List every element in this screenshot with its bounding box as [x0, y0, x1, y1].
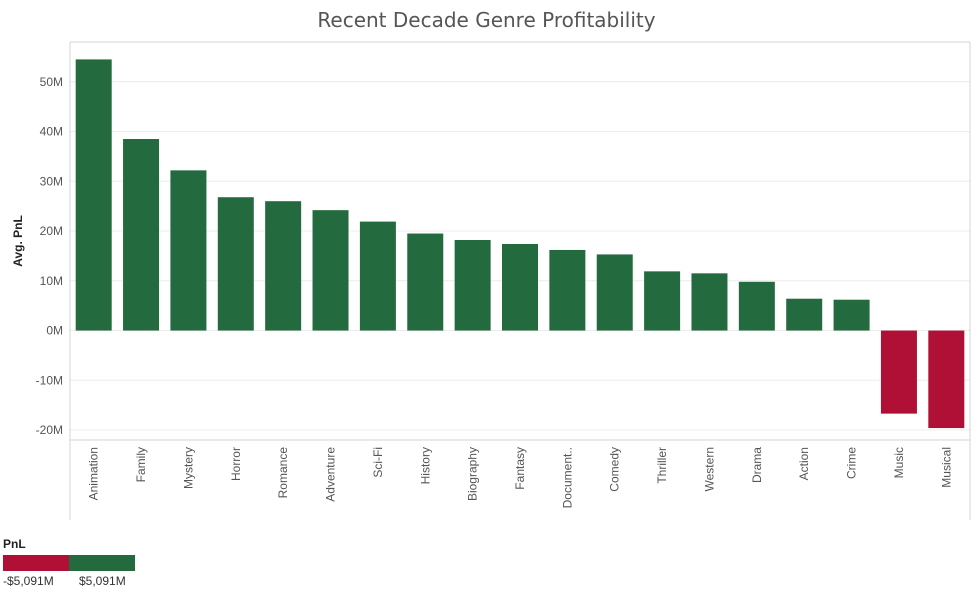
y-tick-label: 50M: [40, 75, 63, 89]
bar-chart: -20M -10M 0M 10M 20M 30M 40M 50M Avg. PnL Animati…: [11, 41, 971, 520]
y-tick-label: 10M: [40, 274, 63, 288]
x-tick-label: Comedy: [608, 447, 622, 492]
x-tick-label: Musical: [939, 447, 953, 488]
x-tick-label: Romance: [276, 447, 290, 499]
bar-crime: [833, 299, 870, 331]
bar-music: [880, 330, 917, 414]
legend-min-label: -$5,091M: [3, 574, 54, 588]
bar-biography: [454, 240, 491, 331]
x-tick-label: Animation: [87, 447, 101, 500]
y-tick-label: 0M: [46, 324, 63, 338]
bar-family: [123, 139, 160, 331]
legend-title: PnL: [3, 537, 26, 551]
x-tick-label: Drama: [750, 447, 764, 483]
x-tick-label: Crime: [845, 447, 859, 479]
y-tick-label: 20M: [40, 224, 63, 238]
bar-document-: [549, 249, 586, 331]
y-axis-title: Avg. PnL: [11, 215, 25, 267]
bar-horror: [217, 197, 254, 331]
bar-mystery: [170, 170, 207, 331]
bar-thriller: [644, 271, 681, 331]
x-tick-label: Mystery: [181, 447, 195, 489]
bar-sci-fi: [359, 221, 396, 331]
x-tick-label: Adventure: [324, 447, 338, 502]
bar-drama: [738, 281, 775, 331]
x-tick-label: History: [418, 447, 432, 484]
legend-positive-swatch: [69, 555, 135, 571]
x-tick-label: Family: [134, 447, 148, 482]
bar-romance: [265, 201, 302, 331]
y-tick-label: -10M: [36, 373, 63, 387]
bar-comedy: [596, 254, 633, 331]
bar-adventure: [312, 210, 349, 331]
y-tick-label: -20M: [36, 423, 63, 437]
x-tick-label: Horror: [229, 447, 243, 481]
bar-animation: [75, 59, 112, 331]
bar-fantasy: [502, 243, 538, 331]
x-tick-label: Document..: [560, 447, 574, 508]
legend-negative-swatch: [3, 555, 69, 571]
bar-musical: [928, 330, 965, 429]
bar-action: [786, 298, 823, 331]
y-tick-label: 40M: [40, 125, 63, 139]
y-tick-label: 30M: [40, 174, 63, 188]
x-tick-label: Western: [702, 447, 716, 491]
pnl-legend: PnL -$5,091M $5,091M: [3, 537, 135, 588]
x-tick-label: Thriller: [655, 447, 669, 484]
x-tick-label: Fantasy: [513, 447, 527, 490]
bar-western: [691, 273, 728, 331]
x-tick-label: Sci-Fi: [371, 447, 385, 478]
x-tick-label: Biography: [466, 447, 480, 501]
x-tick-label: Music: [892, 447, 906, 478]
x-tick-label: Action: [797, 447, 811, 480]
legend-max-label: $5,091M: [79, 574, 126, 588]
chart-title: Recent Decade Genre Profitability: [317, 8, 656, 32]
bar-history: [407, 233, 444, 331]
